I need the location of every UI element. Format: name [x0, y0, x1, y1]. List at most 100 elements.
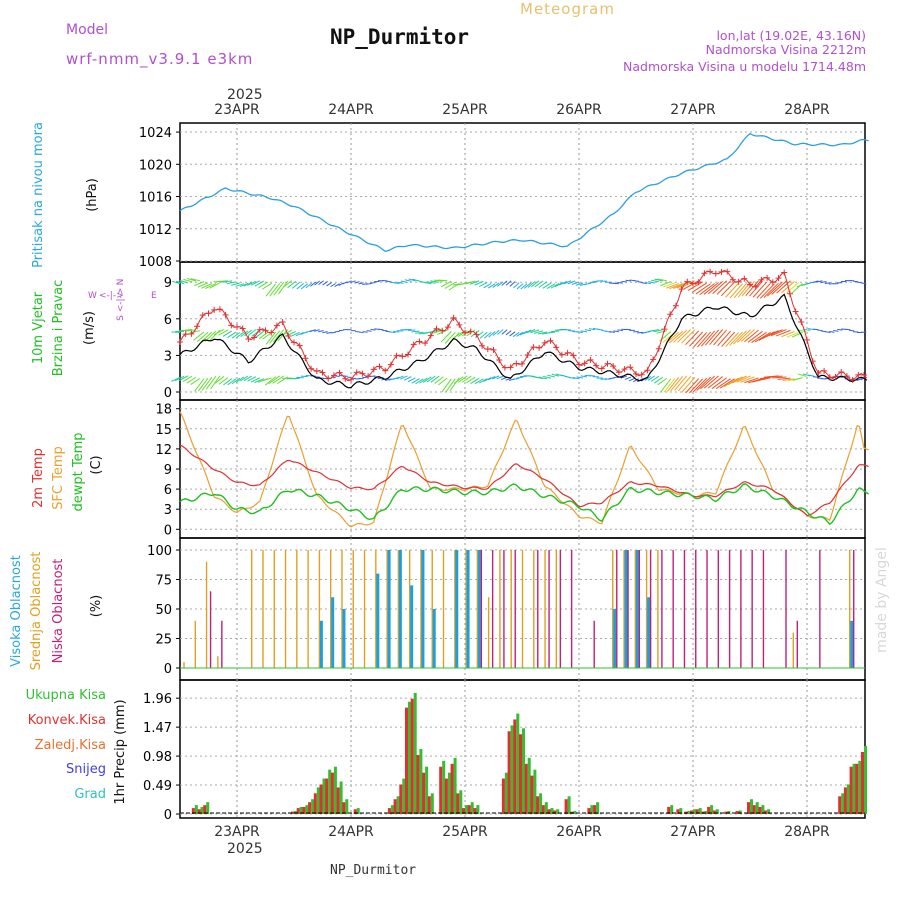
model-altitude-label: Nadmorska Visina u modelu 1714.48m [623, 59, 866, 74]
panel-frames [180, 123, 865, 818]
wind-barb [853, 281, 858, 282]
wind-barb [386, 281, 392, 282]
y-tick-label: 15 [155, 423, 172, 438]
cloud-panel [176, 550, 865, 668]
precip-total-bar [402, 779, 405, 814]
gust-marker [399, 353, 405, 359]
wind-barb [625, 377, 631, 379]
pressure-axis-title: Pritisak na nivou mora (hPa) [31, 122, 100, 268]
wind-barb [367, 331, 372, 332]
precip-total-bar [459, 790, 462, 814]
precip-total-bar [448, 773, 451, 814]
wind-barb [742, 281, 755, 296]
gust-marker [280, 319, 286, 325]
top-day-label: 26APR [556, 102, 602, 118]
bottom-day-label: 23APR [214, 824, 260, 840]
wind-barb [737, 330, 750, 343]
wind-barb [513, 283, 519, 288]
pressure-unit: (hPa) [85, 178, 100, 212]
pressure-label: Pritisak na nivou mora [31, 122, 46, 268]
precip-total-bar [317, 787, 320, 814]
wind-barb [366, 284, 371, 285]
wind-barb [437, 280, 447, 281]
gust-marker [177, 339, 183, 345]
precip-total-bar [311, 799, 314, 814]
wind-barb [577, 377, 583, 378]
temp2m-line [180, 445, 869, 515]
y-tick-label: 9 [164, 276, 172, 291]
wind-barb [634, 281, 639, 282]
bottom-day-label: 24APR [328, 824, 374, 840]
cloud-axis-title: Visoka Oblacnost Srednja Oblacnost Niska… [9, 552, 104, 671]
gust-marker [525, 352, 531, 358]
gust-marker [644, 367, 650, 373]
y-tick-label: 0 [164, 808, 172, 823]
precip-total-bar [414, 693, 417, 814]
precip-total-bar [334, 767, 337, 814]
precip-total-bar [596, 802, 599, 814]
temperature-panel [176, 409, 869, 530]
wind-barb [378, 329, 383, 330]
bottom-day-label: 26APR [556, 824, 602, 840]
gust-marker [741, 276, 747, 282]
precip-conv-bar [416, 755, 419, 814]
precip-total-bar [841, 793, 844, 814]
precip-legend: Ukupna Kisa Konvek.Kisa Zaledj.Kisa Snij… [26, 688, 128, 805]
wind-barb [701, 331, 714, 346]
panel-frame [180, 400, 865, 538]
wind-barb [322, 332, 327, 333]
wind-barb [358, 283, 363, 284]
wind-barb [546, 332, 555, 333]
wind-barb [705, 330, 718, 345]
wind-barb [393, 332, 399, 333]
wind-panel [171, 269, 867, 393]
cloud-unit: (%) [89, 595, 104, 618]
wind-barb [568, 331, 575, 332]
gust-marker [850, 377, 856, 383]
wind-barb [833, 331, 838, 332]
precip-conv-bar [513, 719, 516, 814]
wind-barb [781, 332, 794, 337]
precip-total-bar [858, 761, 861, 814]
wind-barb [259, 332, 268, 339]
wind-barb [584, 283, 591, 284]
precip-conv-bar [502, 779, 505, 814]
precip-conv-bar [519, 734, 522, 814]
top-day-label: 25APR [442, 102, 488, 118]
dewpt-label: dewpt Temp [71, 432, 86, 511]
wind-label: 10m Vjetar [31, 291, 46, 364]
footer-station: NP_Durmitor [330, 863, 416, 878]
precip-total-bar [539, 793, 542, 814]
legend-freezing: Zaledj.Kisa [35, 738, 106, 753]
gust-marker [707, 269, 713, 275]
y-tick-label: 3 [164, 503, 172, 518]
gust-marker [793, 309, 799, 315]
y-tick-label: 0 [164, 523, 172, 538]
gust-marker [713, 271, 719, 277]
top-day-label: 28APR [784, 102, 830, 118]
temp2m-label: 2m Temp [31, 448, 46, 508]
model-label: Model [66, 22, 108, 38]
y-tick-label: 18 [155, 403, 172, 418]
gust-marker [456, 322, 462, 328]
gust-marker [536, 345, 542, 351]
gust-marker [291, 339, 297, 345]
gust-marker [667, 311, 673, 317]
wind-barb [412, 331, 420, 332]
gust-marker [781, 269, 787, 275]
compass-horizontal-arrows: <-|-> [99, 291, 124, 301]
compass-w: W [88, 291, 97, 301]
precip-total-bar [853, 764, 856, 814]
precip-total-bar [511, 725, 514, 814]
legend-conv: Konvek.Kisa [28, 713, 106, 728]
wind-barb [382, 330, 387, 331]
wind-barb [755, 332, 770, 342]
wind-speed-line [180, 294, 867, 387]
y-tick-label: 0 [164, 386, 172, 401]
wind-barb [588, 282, 595, 283]
gust-marker [314, 368, 320, 374]
precip-total-bar [454, 758, 457, 814]
